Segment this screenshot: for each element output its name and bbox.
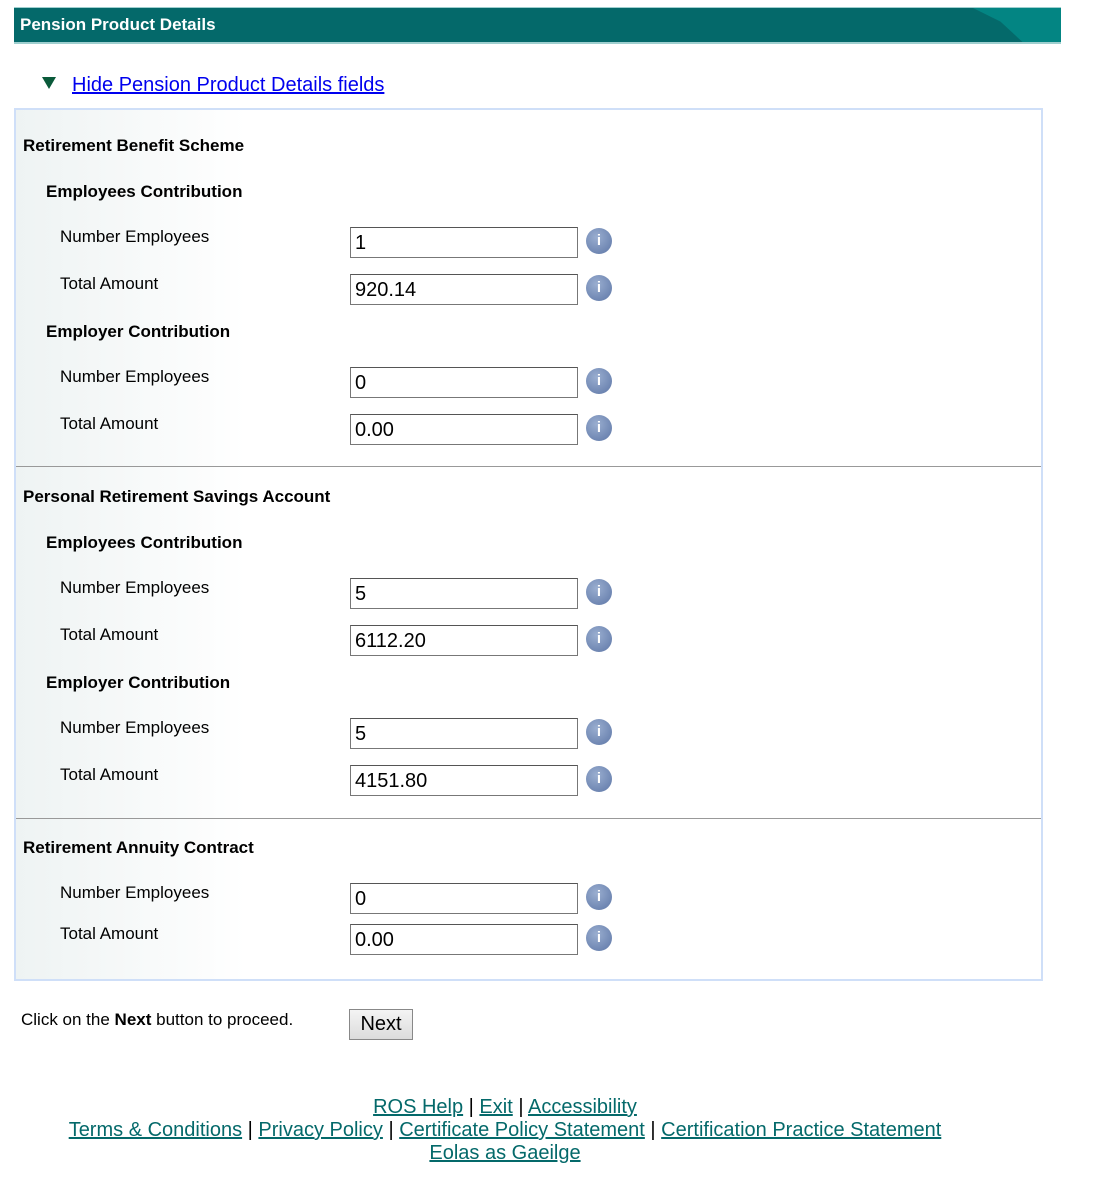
- field-row: Number Employees 0 i: [16, 355, 1041, 402]
- field-row: Total Amount 6112.20 i: [16, 613, 1041, 660]
- info-icon[interactable]: i: [586, 766, 612, 792]
- total-amount-input[interactable]: 0.00: [350, 924, 578, 955]
- section-header: Pension Product Details: [14, 7, 1061, 44]
- footer-separator: |: [382, 1119, 400, 1141]
- footer-link-certification-practice-statement[interactable]: Certification Practice Statement: [661, 1119, 942, 1141]
- field-label: Total Amount: [60, 765, 159, 784]
- pension-section: Personal Retirement Savings Account Emplo…: [16, 467, 1041, 819]
- info-icon[interactable]: i: [586, 228, 612, 254]
- field-label: Total Amount: [60, 625, 159, 644]
- footer-separator: |: [644, 1119, 662, 1141]
- footer-separator: |: [463, 1096, 480, 1118]
- group-title: Employer Contribution: [46, 322, 231, 341]
- info-icon[interactable]: i: [586, 275, 612, 301]
- pension-details-panel: Retirement Benefit Scheme Employees Contr…: [14, 108, 1043, 981]
- header-title: Pension Product Details: [20, 15, 216, 34]
- number-employees-input[interactable]: 0: [350, 883, 578, 914]
- total-amount-input[interactable]: 0.00: [350, 414, 578, 445]
- field-label: Number Employees: [60, 718, 210, 737]
- section-title: Retirement Benefit Scheme: [23, 136, 245, 155]
- field-label: Total Amount: [60, 924, 159, 943]
- field-row: Total Amount 4151.80 i: [16, 753, 1041, 800]
- footer-links-1: ROS Help | Exit | Accessibility: [0, 1096, 1010, 1119]
- field-row: Number Employees 5 i: [16, 566, 1041, 613]
- group-title: Employees Contribution: [46, 533, 243, 552]
- number-employees-input[interactable]: 1: [350, 227, 578, 258]
- footer-link-privacy-policy[interactable]: Privacy Policy: [258, 1119, 383, 1141]
- info-icon[interactable]: i: [586, 719, 612, 745]
- footer-link-certificate-policy-statement[interactable]: Certificate Policy Statement: [399, 1119, 645, 1141]
- hide-details-link[interactable]: Hide Pension Product Details fields: [72, 74, 385, 96]
- section-title: Personal Retirement Savings Account: [23, 487, 331, 506]
- info-icon[interactable]: i: [586, 925, 612, 951]
- number-employees-input[interactable]: 0: [350, 367, 578, 398]
- footer-link-accessibility[interactable]: Accessibility: [527, 1096, 637, 1118]
- footer-separator: |: [242, 1119, 259, 1141]
- number-employees-input[interactable]: 5: [350, 578, 578, 609]
- group-title: Employer Contribution: [46, 673, 231, 692]
- proceed-instruction: Click on the Next button to proceed.: [21, 1010, 293, 1030]
- field-label: Number Employees: [60, 578, 210, 597]
- info-icon[interactable]: i: [586, 884, 612, 910]
- field-row: Total Amount 920.14 i: [16, 262, 1041, 309]
- field-label: Total Amount: [60, 274, 159, 293]
- pension-section: Retirement Benefit Scheme Employees Contr…: [16, 110, 1041, 467]
- info-icon[interactable]: i: [586, 415, 612, 441]
- field-row: Number Employees 0 i: [16, 871, 1041, 914]
- footer-links-3: Eolas as Gaeilge: [0, 1142, 1010, 1165]
- proceed-text-end: button to proceed.: [151, 1010, 294, 1029]
- total-amount-input[interactable]: 4151.80: [350, 765, 578, 796]
- field-row: Total Amount 0.00 i: [16, 912, 1041, 959]
- group-title: Employees Contribution: [46, 182, 243, 201]
- field-row: Total Amount 0.00 i: [16, 402, 1041, 449]
- footer-separator: |: [512, 1096, 528, 1118]
- field-row: Number Employees 5 i: [16, 706, 1041, 753]
- footer-links-2: Terms & Conditions | Privacy Policy | Ce…: [0, 1119, 1010, 1142]
- triangle-down-icon: [42, 77, 56, 89]
- total-amount-input[interactable]: 6112.20: [350, 625, 578, 656]
- field-label: Total Amount: [60, 414, 159, 433]
- footer-link-ros-help[interactable]: ROS Help: [373, 1096, 464, 1118]
- info-icon[interactable]: i: [586, 368, 612, 394]
- pension-section: Retirement Annuity Contract Number Employ…: [16, 819, 1041, 979]
- total-amount-input[interactable]: 920.14: [350, 274, 578, 305]
- toggle-details[interactable]: Hide Pension Product Details fields: [42, 74, 384, 97]
- footer-link-eolas-as-gaeilge[interactable]: Eolas as Gaeilge: [429, 1142, 581, 1164]
- info-icon[interactable]: i: [586, 579, 612, 605]
- footer-link-exit[interactable]: Exit: [479, 1096, 513, 1118]
- field-label: Number Employees: [60, 227, 210, 246]
- footer-link-terms-conditions[interactable]: Terms & Conditions: [68, 1119, 243, 1141]
- proceed-bold: Next: [114, 1010, 152, 1029]
- proceed-text: Click on the: [21, 1010, 115, 1029]
- info-icon[interactable]: i: [586, 626, 612, 652]
- field-row: Number Employees 1 i: [16, 215, 1041, 262]
- header-swoosh: [951, 8, 1061, 42]
- next-button[interactable]: Next: [349, 1009, 413, 1040]
- field-label: Number Employees: [60, 883, 210, 902]
- number-employees-input[interactable]: 5: [350, 718, 578, 749]
- field-label: Number Employees: [60, 367, 210, 386]
- section-title: Retirement Annuity Contract: [23, 838, 254, 857]
